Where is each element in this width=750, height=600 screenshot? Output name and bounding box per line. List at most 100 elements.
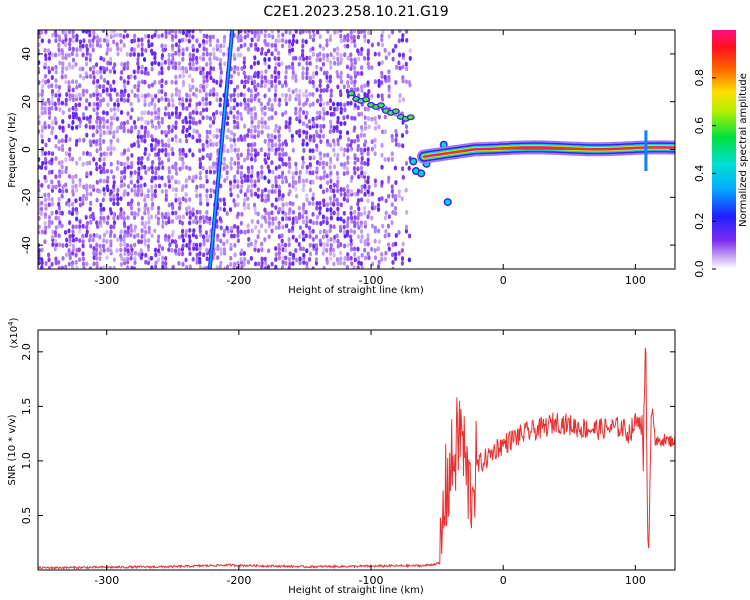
noise-dot: [280, 83, 285, 89]
noise-dot: [44, 202, 48, 208]
noise-dot: [362, 132, 367, 138]
noise-dot: [191, 66, 196, 72]
noise-dot: [325, 57, 330, 63]
noise-dot: [137, 37, 141, 43]
noise-dot: [404, 79, 409, 85]
noise-dot: [260, 264, 264, 269]
noise-dot: [253, 55, 257, 61]
noise-dot: [198, 88, 202, 94]
noise-dot: [112, 79, 116, 85]
noise-dot: [112, 30, 116, 33]
noise-dot: [89, 170, 93, 176]
noise-dot: [181, 129, 185, 134]
noise-dot: [43, 174, 47, 180]
noise-dot: [331, 247, 336, 253]
noise-dot: [108, 69, 112, 74]
noise-dot: [147, 219, 151, 225]
noise-dot: [333, 30, 337, 35]
noise-dot: [319, 221, 323, 226]
noise-dot: [380, 42, 385, 48]
noise-dot: [356, 265, 360, 269]
noise-dot: [274, 205, 278, 211]
noise-dot: [239, 188, 243, 194]
noise-dot: [40, 182, 44, 188]
noise-dot: [298, 170, 302, 175]
noise-dot: [130, 107, 134, 113]
noise-dot: [150, 196, 154, 202]
noise-dot: [339, 57, 344, 63]
noise-dot: [132, 38, 137, 44]
noise-dot: [85, 191, 89, 197]
noise-dot: [89, 200, 93, 206]
noise-dot: [177, 48, 181, 53]
noise-dot: [147, 229, 151, 235]
noise-dot: [377, 239, 381, 245]
noise-dot: [383, 114, 387, 120]
noise-dot: [108, 93, 112, 98]
noise-dot: [384, 198, 388, 204]
noise-dot: [129, 101, 133, 107]
noise-dot: [242, 84, 247, 89]
noise-dot: [260, 110, 265, 116]
spectrogram-x-ticks: -300 -200 -100 0 100: [94, 30, 646, 287]
noise-dot: [311, 211, 315, 217]
noise-dot: [377, 196, 381, 202]
noise-dot: [401, 75, 405, 80]
noise-dot: [173, 248, 178, 254]
noise-dot: [308, 55, 312, 61]
noise-dot: [132, 266, 137, 269]
noise-dot: [160, 160, 164, 166]
noise-dot: [58, 242, 62, 248]
noise-dot: [287, 39, 292, 44]
noise-dot: [157, 61, 161, 67]
noise-dot: [130, 47, 134, 52]
noise-dot: [373, 151, 377, 157]
noise-dot: [212, 92, 216, 97]
noise-dot: [61, 125, 65, 131]
noise-dot: [216, 243, 220, 249]
noise-dot: [47, 192, 51, 198]
noise-dot: [281, 141, 285, 147]
noise-dot: [250, 133, 254, 139]
noise-dot: [236, 66, 240, 72]
noise-dot: [318, 83, 322, 89]
noise-dot: [356, 220, 360, 226]
noise-dot: [88, 119, 92, 125]
noise-dot: [376, 207, 381, 212]
noise-dot: [321, 116, 326, 121]
noise-dot: [273, 69, 277, 75]
noise-dot: [302, 252, 306, 258]
noise-dot: [146, 210, 150, 216]
noise-dot: [356, 137, 360, 143]
noise-dot: [360, 234, 364, 240]
noise-dot: [57, 139, 61, 144]
noise-dot: [239, 220, 244, 226]
noise-dot: [312, 121, 316, 127]
noise-dot: [136, 69, 140, 75]
noise-dot: [191, 34, 195, 40]
noise-dot: [294, 78, 298, 83]
noise-dot: [98, 92, 103, 98]
noise-dot: [74, 207, 79, 212]
noise-dot: [318, 57, 322, 63]
noise-dot: [260, 214, 264, 220]
noise-dot: [298, 30, 303, 35]
noise-dot: [329, 88, 333, 94]
noise-dot: [249, 107, 253, 112]
noise-dot: [387, 232, 391, 238]
noise-dot: [208, 100, 212, 106]
noise-dot: [123, 83, 127, 89]
noise-dot: [50, 234, 54, 240]
noise-dot: [319, 66, 323, 72]
noise-dot: [170, 111, 174, 117]
noise-dot: [218, 62, 222, 67]
noise-dot: [65, 201, 69, 206]
noise-dot: [405, 129, 409, 135]
noise-dot: [253, 157, 257, 163]
noise-dot: [201, 38, 206, 44]
noise-dot: [339, 53, 343, 58]
noise-dot: [170, 175, 174, 180]
noise-dot: [123, 251, 127, 257]
noise-dot: [38, 80, 41, 85]
noise-dot: [322, 228, 326, 234]
